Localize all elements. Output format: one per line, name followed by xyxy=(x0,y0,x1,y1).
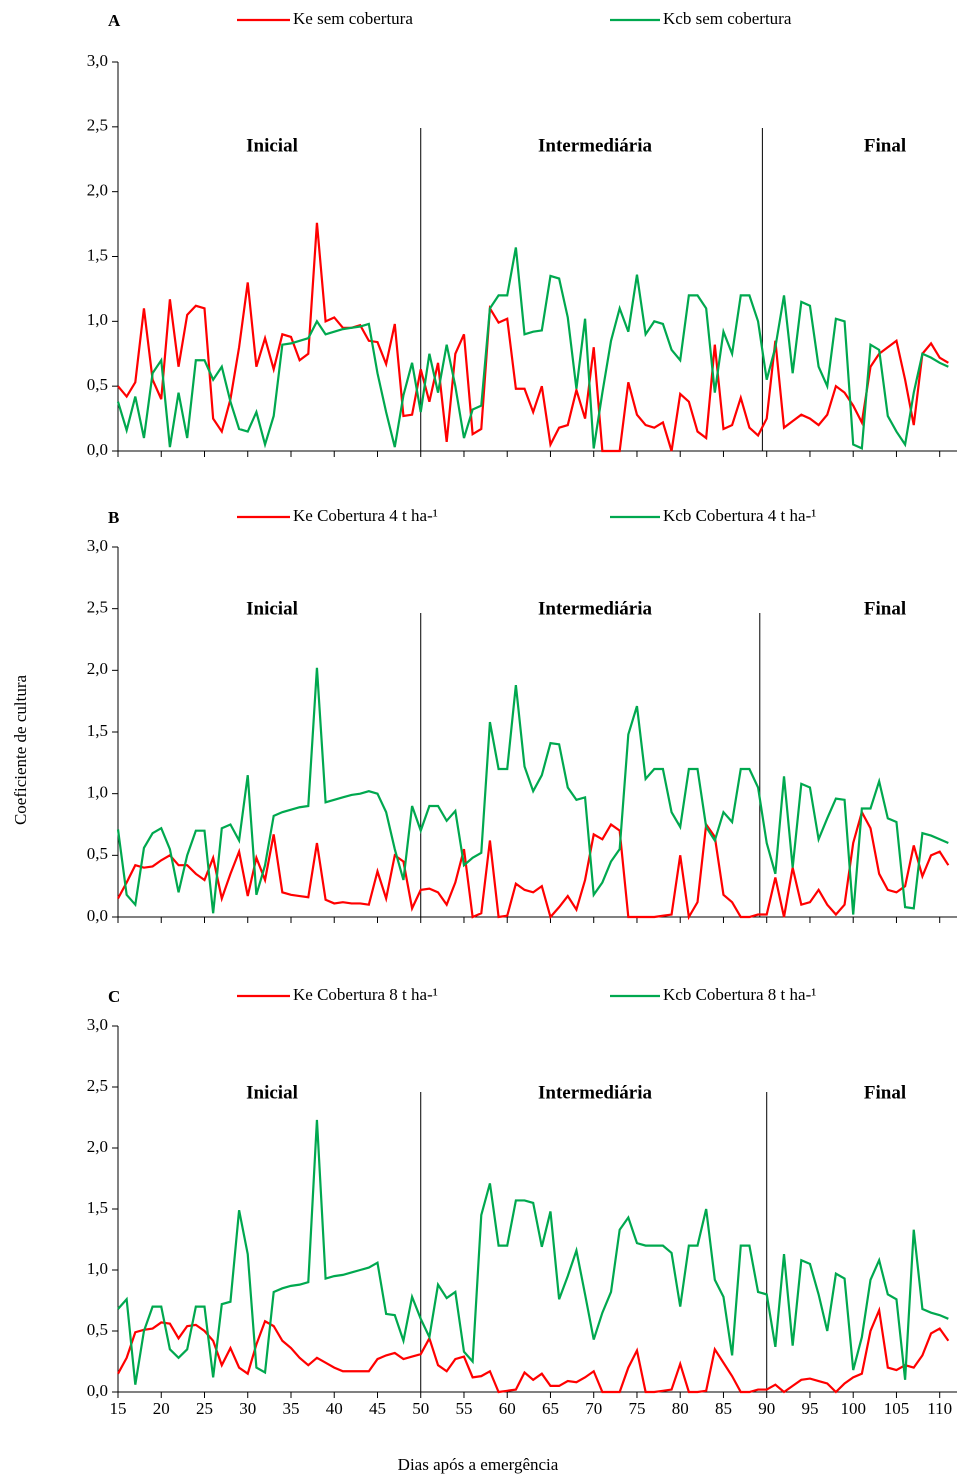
y-tick-label: 2,5 xyxy=(87,598,108,617)
y-tick-label: 1,5 xyxy=(87,1198,108,1217)
phase-label: Inicial xyxy=(246,1082,298,1103)
x-tick-label: 25 xyxy=(196,1399,213,1418)
phase-label: Final xyxy=(864,135,906,156)
x-tick-label: 40 xyxy=(326,1399,343,1418)
x-tick-label: 20 xyxy=(153,1399,170,1418)
panel-letter: B xyxy=(108,508,119,527)
phase-label: Final xyxy=(864,598,906,619)
y-tick-label: 2,0 xyxy=(87,659,108,678)
x-tick-label: 85 xyxy=(715,1399,732,1418)
data-line xyxy=(117,1119,949,1385)
legend-label: Kcb sem cobertura xyxy=(663,9,792,28)
phase-label: Inicial xyxy=(246,598,298,619)
x-axis-label: Dias após a emergência xyxy=(398,1455,559,1474)
panel-letter: C xyxy=(108,987,120,1006)
x-tick-label: 95 xyxy=(801,1399,818,1418)
x-tick-label: 110 xyxy=(927,1399,952,1418)
x-tick-label: 100 xyxy=(840,1399,866,1418)
y-tick-label: 0,0 xyxy=(87,440,108,459)
y-tick-label: 3,0 xyxy=(87,536,108,555)
y-tick-label: 2,5 xyxy=(87,116,108,135)
x-tick-label: 50 xyxy=(412,1399,429,1418)
y-tick-label: 3,0 xyxy=(87,1015,108,1034)
x-tick-label: 55 xyxy=(455,1399,472,1418)
y-tick-label: 0,5 xyxy=(87,375,108,394)
y-tick-label: 1,0 xyxy=(87,310,108,329)
x-tick-label: 35 xyxy=(282,1399,299,1418)
y-tick-label: 2,0 xyxy=(87,1137,108,1156)
x-tick-label: 15 xyxy=(110,1399,127,1418)
x-tick-label: 80 xyxy=(672,1399,689,1418)
legend-label: Ke Cobertura 4 t ha-¹ xyxy=(293,506,438,525)
legend-label: Ke sem cobertura xyxy=(293,9,413,28)
y-tick-label: 1,5 xyxy=(87,245,108,264)
y-tick-label: 0,5 xyxy=(87,844,108,863)
x-tick-label: 90 xyxy=(758,1399,775,1418)
x-tick-label: 105 xyxy=(884,1399,910,1418)
phase-label: Intermediária xyxy=(538,598,652,619)
y-tick-label: 3,0 xyxy=(87,51,108,70)
legend-label: Kcb Cobertura 8 t ha-¹ xyxy=(663,985,816,1004)
y-tick-label: 2,5 xyxy=(87,1076,108,1095)
x-tick-label: 75 xyxy=(628,1399,645,1418)
x-tick-label: 65 xyxy=(542,1399,559,1418)
y-tick-label: 1,0 xyxy=(87,783,108,802)
x-tick-label: 70 xyxy=(585,1399,602,1418)
y-tick-label: 0,0 xyxy=(87,906,108,925)
data-line xyxy=(117,809,950,921)
y-tick-label: 1,5 xyxy=(87,721,108,740)
y-tick-label: 1,0 xyxy=(87,1259,108,1278)
x-tick-label: 30 xyxy=(239,1399,256,1418)
panel-letter: A xyxy=(108,11,121,30)
data-line xyxy=(117,222,949,453)
data-line xyxy=(117,1306,950,1394)
legend-label: Ke Cobertura 8 t ha-¹ xyxy=(293,985,438,1004)
data-line xyxy=(116,667,949,915)
legend-label: Kcb Cobertura 4 t ha-¹ xyxy=(663,506,816,525)
phase-label: Intermediária xyxy=(538,135,652,156)
data-line xyxy=(116,247,949,451)
y-tick-label: 0,0 xyxy=(87,1381,108,1400)
x-tick-label: 60 xyxy=(499,1399,516,1418)
x-tick-label: 45 xyxy=(369,1399,386,1418)
y-tick-label: 2,0 xyxy=(87,181,108,200)
phase-label: Inicial xyxy=(246,135,298,156)
y-axis-label: Coeficiente de cultura xyxy=(11,675,30,826)
y-tick-label: 0,5 xyxy=(87,1320,108,1339)
phase-label: Final xyxy=(864,1082,906,1103)
phase-label: Intermediária xyxy=(538,1082,652,1103)
